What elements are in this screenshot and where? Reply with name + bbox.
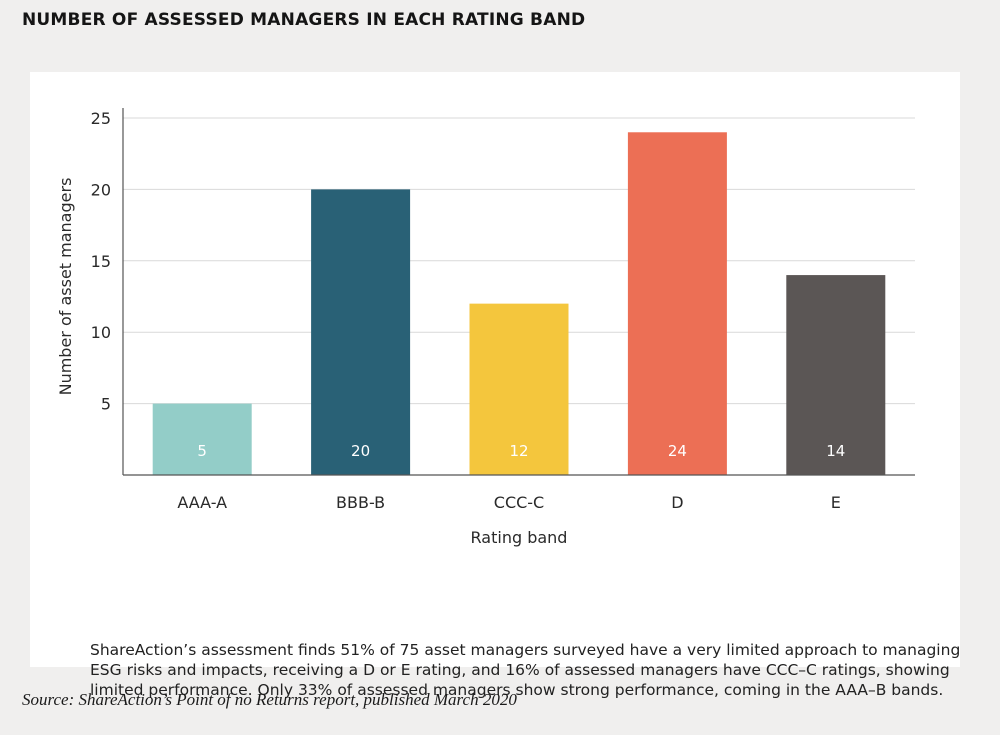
axes	[122, 108, 915, 476]
y-tick-label: 10	[91, 323, 111, 342]
y-tick-label: 15	[91, 252, 111, 271]
bar-ccc-c	[469, 303, 569, 475]
y-axis-title: Number of asset managers	[56, 178, 75, 396]
bars	[152, 132, 886, 475]
gridlines	[123, 117, 915, 405]
chart-card: 5 10 15 20 25 5 AAA-A 20 BBB-B 12 CCC-C 24 D 14 E Ratin…	[30, 72, 960, 699]
x-tick-label: BBB-B	[336, 493, 385, 512]
bar-value-label: 12	[509, 442, 528, 460]
x-tick-label: AAA-A	[177, 493, 227, 512]
x-tick-label: CCC-C	[494, 493, 544, 512]
bar-e	[786, 275, 886, 475]
bar-value-label: 14	[826, 442, 845, 460]
bar-value-label: 24	[668, 442, 687, 460]
y-tick-label: 25	[91, 109, 111, 128]
bar-value-label: 20	[351, 442, 370, 460]
x-axis-title: Rating band	[471, 528, 568, 547]
bar-value-label: 5	[197, 442, 207, 460]
y-tick-label: 5	[101, 395, 111, 414]
labels: 5 10 15 20 25 5 AAA-A 20 BBB-B 12 CCC-C 24 D 14 E Ratin…	[56, 109, 845, 547]
source-note: Source: ShareAction’s Point of no Return…	[22, 690, 517, 709]
chart-caption: ShareAction’s assessment finds 51% of 75…	[90, 641, 961, 699]
bar-bbb-b	[311, 189, 411, 475]
bar-chart: 5 10 15 20 25 5 AAA-A 20 BBB-B 12 CCC-C 24 D 14 E Ratin…	[56, 108, 915, 547]
chart-heading: NUMBER OF ASSESSED MANAGERS IN EACH RATI…	[22, 10, 586, 30]
x-tick-label: E	[831, 493, 841, 512]
y-tick-label: 20	[91, 180, 111, 199]
bar-aaa-a	[152, 403, 252, 475]
x-tick-label: D	[671, 493, 683, 512]
bar-d	[627, 132, 727, 475]
